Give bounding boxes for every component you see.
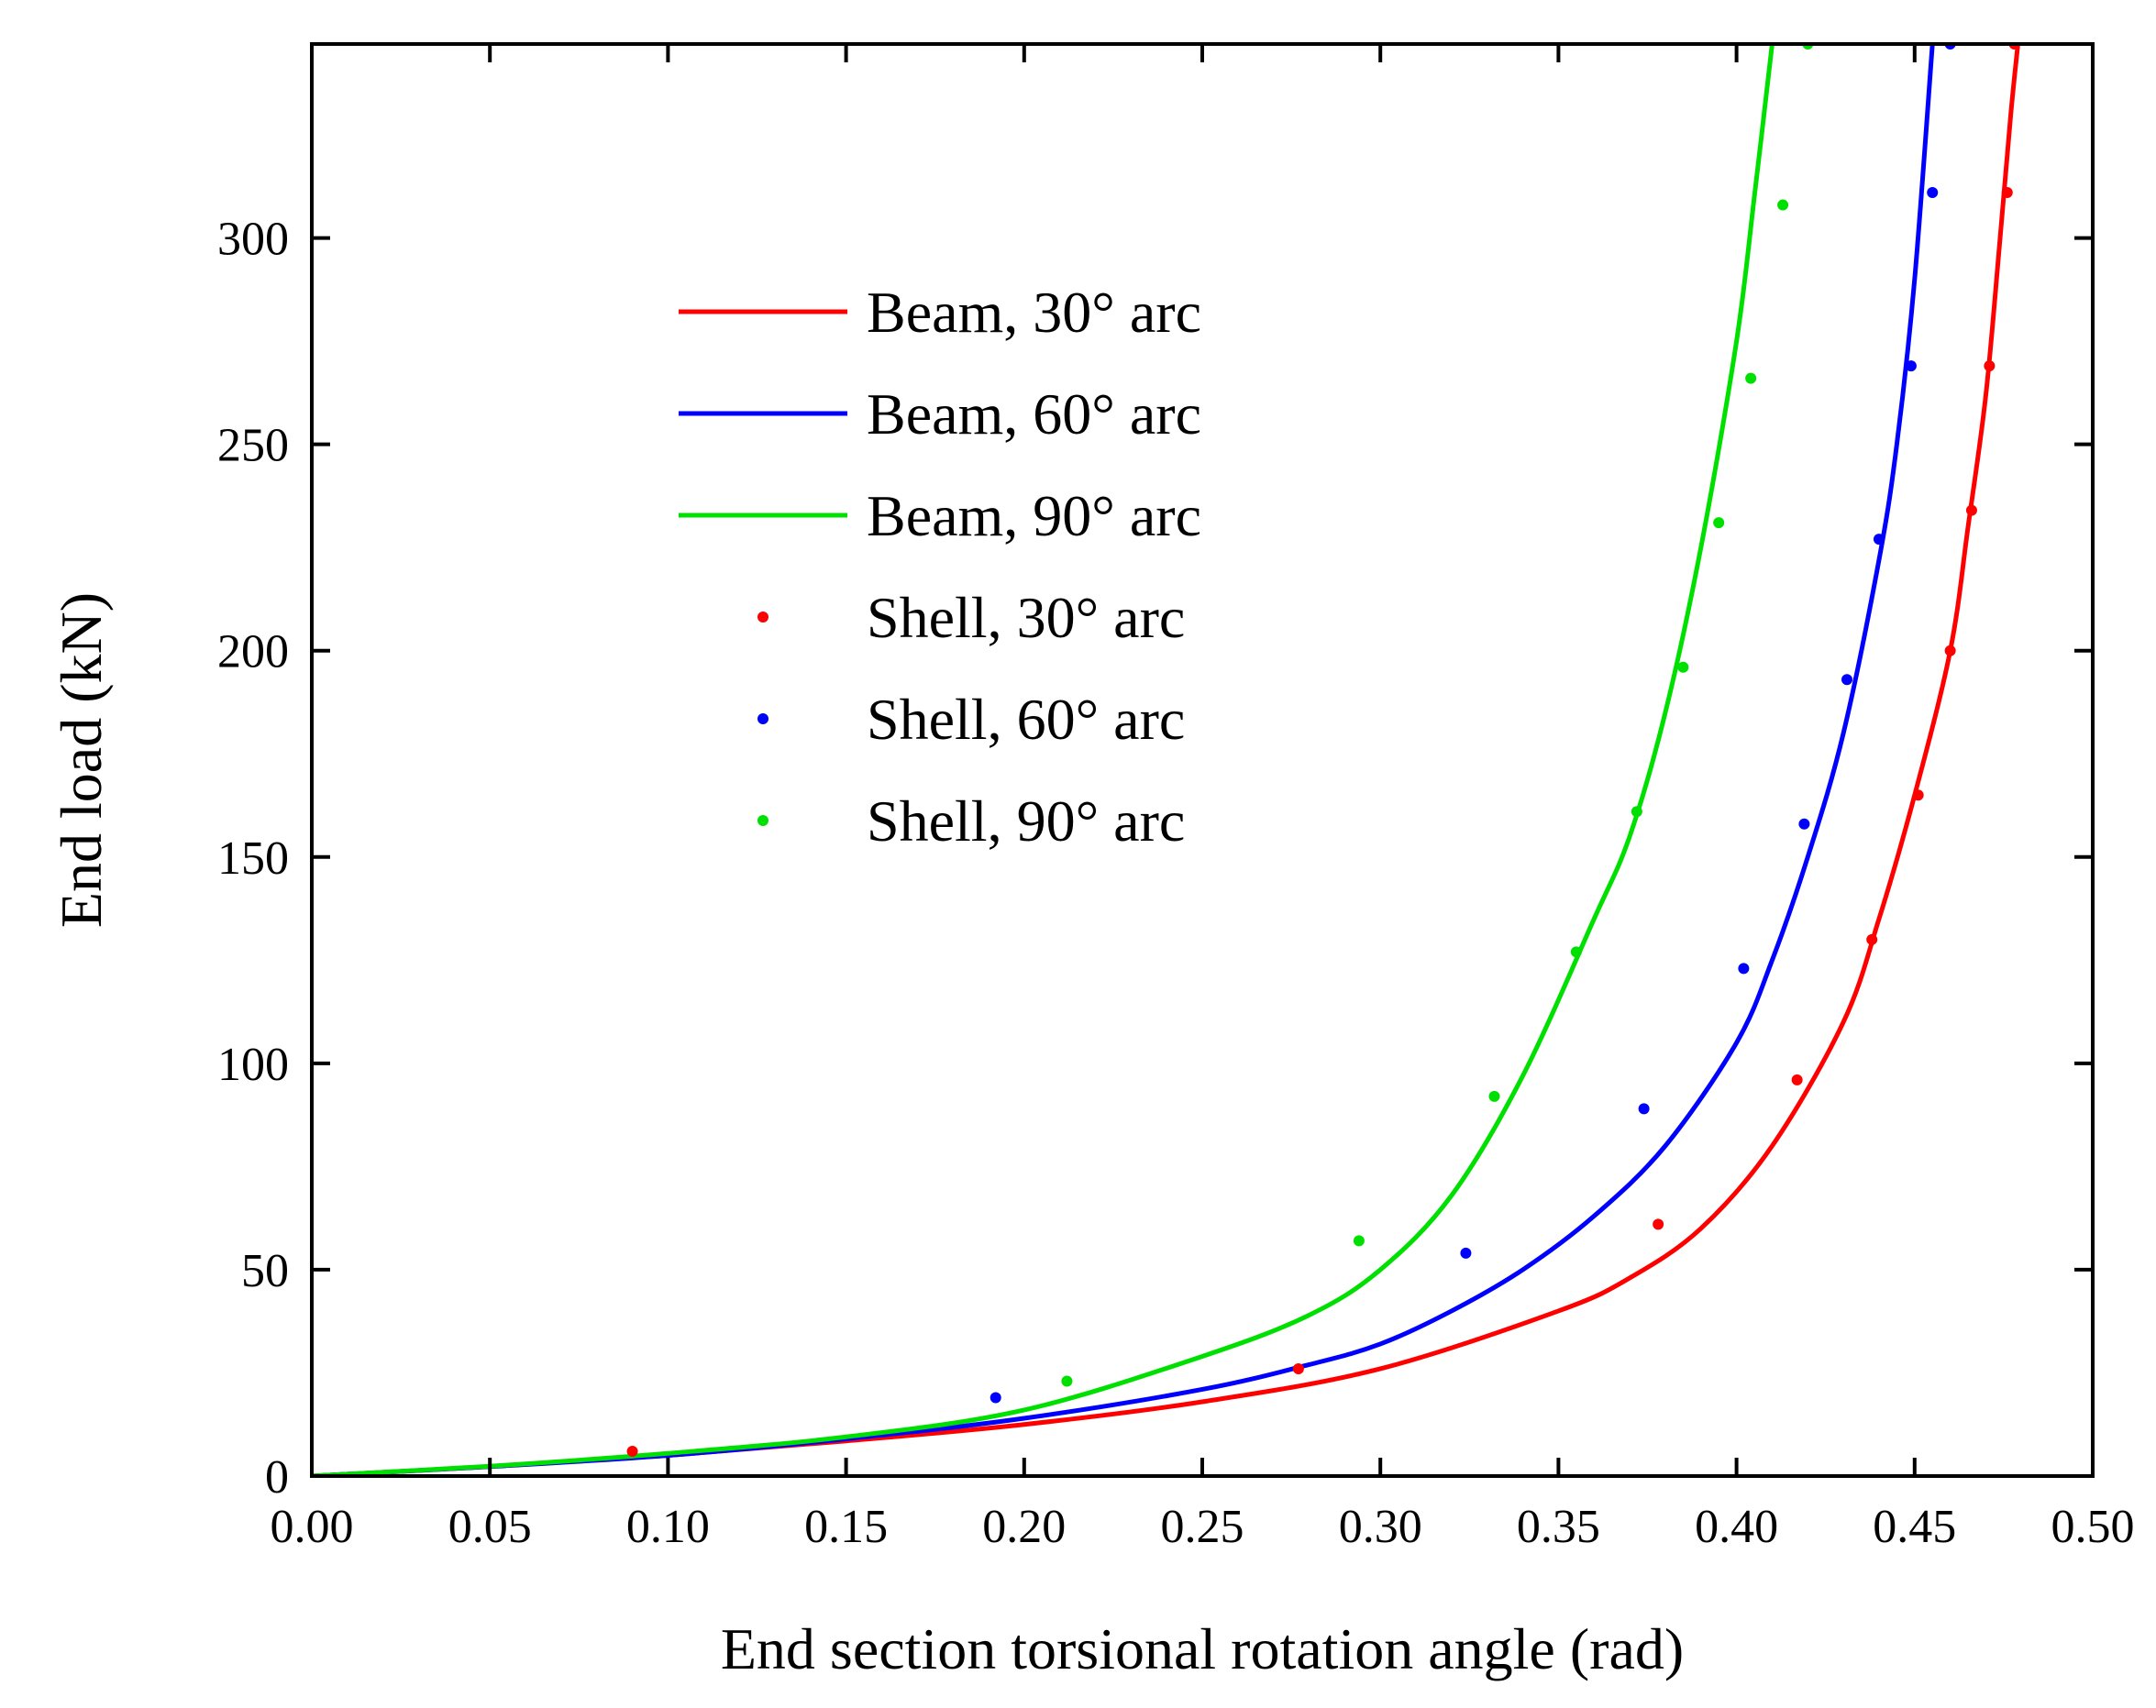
point-shell-30deg-arc bbox=[1944, 645, 1956, 656]
point-shell-90deg-arc bbox=[1631, 806, 1642, 818]
line-beam-90deg-arc bbox=[312, 44, 1775, 1476]
x-axis-title: End section torsional rotation angle (ra… bbox=[721, 1616, 1684, 1681]
x-tick-label: 0.35 bbox=[1517, 1501, 1600, 1553]
legend-marker-shell-30deg-arc bbox=[757, 612, 768, 623]
x-tick-label: 0.20 bbox=[982, 1501, 1066, 1553]
x-tick-label: 0.50 bbox=[2051, 1501, 2135, 1553]
x-tick-label: 0.10 bbox=[626, 1501, 710, 1553]
point-shell-30deg-arc bbox=[1912, 789, 1924, 801]
point-shell-60deg-arc bbox=[1638, 1103, 1650, 1115]
legend-label: Shell, 90° arc bbox=[867, 788, 1185, 854]
point-shell-60deg-arc bbox=[1873, 534, 1885, 545]
point-shell-90deg-arc bbox=[1488, 1090, 1500, 1102]
x-tick-label: 0.25 bbox=[1161, 1501, 1244, 1553]
point-shell-30deg-arc bbox=[626, 1445, 638, 1457]
line-beam-30deg-arc bbox=[312, 44, 2020, 1476]
x-tick-label: 0.45 bbox=[1873, 1501, 1956, 1553]
y-tick-label: 200 bbox=[217, 626, 289, 678]
point-shell-60deg-arc bbox=[1841, 674, 1853, 686]
point-shell-30deg-arc bbox=[1965, 504, 1977, 516]
point-shell-30deg-arc bbox=[1984, 360, 1996, 372]
series-layer bbox=[312, 44, 2020, 1476]
legend-label: Shell, 30° arc bbox=[867, 585, 1185, 650]
legend-label: Beam, 90° arc bbox=[867, 483, 1201, 548]
x-tick-label: 0.40 bbox=[1695, 1501, 1778, 1553]
point-shell-90deg-arc bbox=[1570, 946, 1582, 958]
point-shell-90deg-arc bbox=[1713, 517, 1725, 529]
legend-marker-shell-60deg-arc bbox=[757, 713, 768, 724]
point-shell-30deg-arc bbox=[1866, 933, 1878, 945]
y-tick-label: 0 bbox=[265, 1451, 289, 1504]
y-tick-label: 300 bbox=[217, 214, 289, 266]
legend-label: Shell, 60° arc bbox=[867, 687, 1185, 752]
point-shell-30deg-arc bbox=[2001, 187, 2013, 199]
point-shell-60deg-arc bbox=[1460, 1247, 1472, 1259]
point-shell-90deg-arc bbox=[1061, 1375, 1073, 1387]
point-shell-60deg-arc bbox=[1927, 187, 1939, 199]
y-tick-label: 100 bbox=[217, 1039, 289, 1091]
point-shell-60deg-arc bbox=[1905, 360, 1917, 372]
legend-label: Beam, 60° arc bbox=[867, 381, 1201, 446]
point-shell-60deg-arc bbox=[990, 1392, 1001, 1404]
point-shell-30deg-arc bbox=[1791, 1074, 1803, 1085]
point-shell-60deg-arc bbox=[1738, 963, 1750, 975]
axes-layer: 0.00 0.05 0.10 0.15 0.20 0.25 0.30 0.35 0.40 0.45… bbox=[217, 44, 2135, 1553]
x-tick-label: 0.05 bbox=[448, 1501, 532, 1553]
x-tick-label: 0.15 bbox=[804, 1501, 888, 1553]
point-shell-90deg-arc bbox=[1677, 661, 1689, 673]
point-shell-90deg-arc bbox=[1777, 199, 1789, 211]
y-tick-label: 250 bbox=[217, 420, 289, 472]
point-shell-60deg-arc bbox=[1798, 818, 1810, 830]
legend-marker-shell-90deg-arc bbox=[757, 815, 768, 826]
x-tick-label: 0.00 bbox=[271, 1501, 354, 1553]
line-beam-60deg-arc bbox=[312, 44, 1935, 1476]
y-tick-label: 150 bbox=[217, 832, 289, 885]
legend-label: Beam, 30° arc bbox=[867, 280, 1201, 345]
point-shell-90deg-arc bbox=[1745, 372, 1757, 384]
point-shell-30deg-arc bbox=[1653, 1218, 1664, 1230]
plot-frame bbox=[310, 42, 2095, 1478]
x-tick-label: 0.30 bbox=[1339, 1501, 1422, 1553]
y-tick-label: 50 bbox=[241, 1245, 289, 1297]
point-shell-30deg-arc bbox=[1292, 1362, 1304, 1374]
point-shell-90deg-arc bbox=[1353, 1235, 1365, 1247]
y-axis-title: End load (kN) bbox=[49, 592, 114, 928]
legend: Beam, 30° arc Beam, 60° arc Beam, 90° arc S… bbox=[679, 280, 1201, 854]
